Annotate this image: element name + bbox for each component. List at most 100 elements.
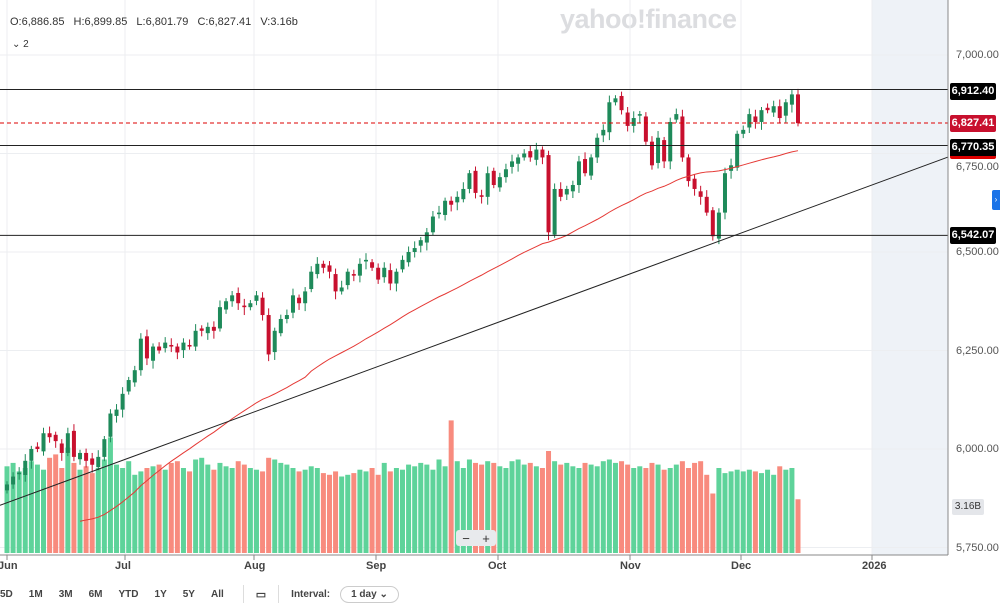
candle-body (17, 472, 22, 475)
candle-body (613, 98, 618, 103)
volume-bar (199, 457, 205, 553)
candles (5, 88, 800, 494)
zoom-control: − + (456, 530, 496, 546)
candle-body (297, 297, 302, 304)
range-3m[interactable]: 3M (58, 588, 73, 600)
volume-bar (631, 468, 637, 553)
volume-bar (144, 468, 150, 553)
candle-body (108, 413, 113, 437)
volume-bar (363, 471, 369, 553)
close-value: C:6,827.41 (197, 16, 252, 28)
volume-bar (594, 466, 600, 553)
volume-bar (412, 466, 418, 553)
volume-bar (211, 469, 217, 553)
candle-body (290, 295, 295, 313)
volume-bar (667, 468, 673, 553)
candle-body (564, 188, 569, 195)
interval-select[interactable]: 1 day ⌄ (340, 585, 399, 603)
volume-bar (187, 471, 193, 553)
volume-bar (418, 462, 424, 553)
volume-bar (326, 474, 332, 553)
volume-bar (71, 462, 77, 553)
volume-bar (783, 469, 789, 553)
range-1y[interactable]: 1Y (154, 588, 167, 600)
range-ytd[interactable]: YTD (118, 588, 139, 600)
candle-body (735, 133, 740, 168)
volume-bar (241, 464, 247, 553)
volume-bar (406, 464, 412, 553)
candle-body (619, 95, 624, 111)
candle-body (576, 161, 581, 186)
volume-bar (771, 474, 777, 553)
range-5d[interactable]: 5D (0, 588, 13, 600)
candle-body (29, 449, 34, 461)
calendar-icon[interactable]: ▭ (255, 588, 267, 601)
volume-bar (424, 464, 430, 553)
y-tick-label: 6,500.00 (956, 246, 999, 258)
volume-bar (272, 459, 278, 553)
range-6m[interactable]: 6M (88, 588, 103, 600)
candle-body (704, 196, 709, 213)
candle-body (78, 452, 83, 460)
candle-body (503, 169, 508, 178)
candle-body (601, 129, 606, 136)
candle-body (692, 178, 697, 189)
volume-bar (126, 461, 132, 553)
volume-bar (625, 464, 631, 553)
candle-body (242, 305, 247, 308)
candle-body (327, 265, 332, 272)
candle-body (157, 346, 162, 351)
volume-bar (53, 454, 59, 553)
candle-body (5, 484, 9, 491)
candle-body (345, 271, 350, 286)
scroll-right-button[interactable]: › (992, 190, 1000, 210)
candle-body (540, 149, 545, 158)
volume-bar (375, 474, 381, 553)
candle-body (710, 210, 715, 237)
candle-body (151, 346, 156, 361)
candle-body (248, 303, 253, 308)
zoom-in-button[interactable]: + (482, 530, 490, 546)
candle-body (187, 344, 192, 347)
candle-body (497, 177, 502, 188)
range-5y[interactable]: 5Y (182, 588, 195, 600)
x-tick-label: Aug (244, 560, 266, 572)
candle-body (796, 94, 800, 124)
candle-body (59, 443, 64, 453)
volume-bar (746, 469, 752, 553)
volume-bar (777, 466, 783, 553)
candle-body (400, 259, 405, 270)
volume-bar (156, 464, 162, 553)
volume-bar (28, 461, 34, 553)
volume-bar (308, 466, 314, 553)
candle-body (138, 338, 143, 371)
x-tick-label: Jul (115, 560, 131, 572)
candle-body (199, 328, 204, 331)
range-all[interactable]: All (210, 588, 224, 600)
volume-bar (734, 469, 740, 553)
volume-bar (643, 468, 649, 553)
volume-bar (533, 466, 539, 553)
range-1m[interactable]: 1M (28, 588, 43, 600)
candle-body (662, 140, 667, 162)
indicator-toggle[interactable]: ⌄ 2 (12, 39, 29, 50)
zoom-out-button[interactable]: − (462, 530, 470, 546)
candle-body (589, 157, 594, 176)
y-tick-label: 6,250.00 (956, 344, 999, 357)
volume-bar (393, 468, 399, 553)
volume-bar (150, 466, 156, 553)
yahoo-finance-logo: yahoo!finance (560, 4, 737, 34)
volume-bar (564, 462, 570, 553)
candle-body (284, 315, 289, 319)
candle-body (303, 291, 308, 304)
volume-bar (637, 466, 643, 553)
x-tick-label: Nov (620, 560, 641, 572)
candle-body (467, 173, 472, 189)
candle-body (741, 129, 746, 134)
volume-bar (223, 466, 229, 553)
volume-bar (479, 464, 485, 553)
drawn-lines[interactable] (0, 89, 949, 522)
candle-body (516, 157, 521, 164)
volume-bar (582, 462, 588, 553)
